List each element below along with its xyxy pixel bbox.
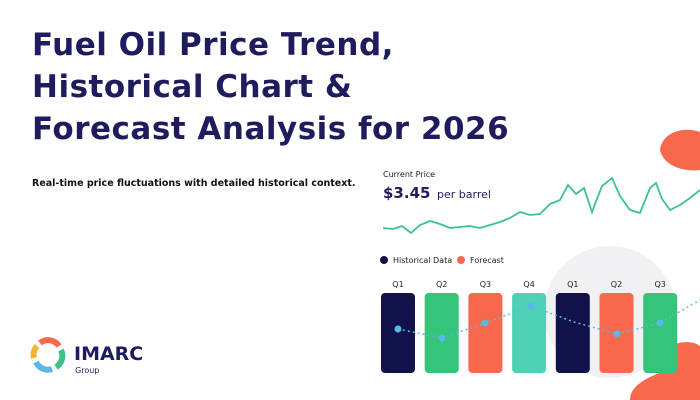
logo-mark (30, 337, 66, 373)
title-line: Fuel Oil Price Trend, (32, 27, 394, 63)
title-line: Forecast Analysis for 2026 (32, 111, 510, 147)
quarter-label: Q2 (436, 280, 447, 289)
legend-label: Forecast (470, 256, 504, 265)
subtitle: Real-time price fluctuations with detail… (32, 178, 356, 189)
quarter-label: Q2 (611, 280, 622, 289)
blob (660, 129, 700, 171)
quarter-label: Q3 (655, 280, 666, 289)
title-line: Historical Chart & (32, 69, 353, 105)
price-label: Current Price (383, 170, 435, 179)
bar (468, 293, 503, 373)
price: $3.45 (383, 184, 430, 202)
bar (643, 293, 678, 373)
bar (555, 293, 590, 373)
bar (381, 293, 415, 373)
quarter-label: Q3 (480, 280, 491, 289)
quarter-label: Q1 (392, 280, 403, 289)
quarter-label: Q4 (523, 280, 534, 289)
trend-dots (394, 302, 664, 342)
price-unit: per barrel (437, 188, 491, 201)
legend-label: Historical Data (393, 256, 452, 265)
bar (424, 293, 459, 373)
quarter-label: Q1 (567, 280, 578, 289)
bar (512, 293, 547, 373)
logo-name: IMARC (74, 343, 143, 365)
legend-swatch (380, 256, 388, 264)
legend-swatch (457, 256, 465, 264)
logo-sub: Group (75, 366, 99, 375)
sparkline (382, 176, 700, 235)
